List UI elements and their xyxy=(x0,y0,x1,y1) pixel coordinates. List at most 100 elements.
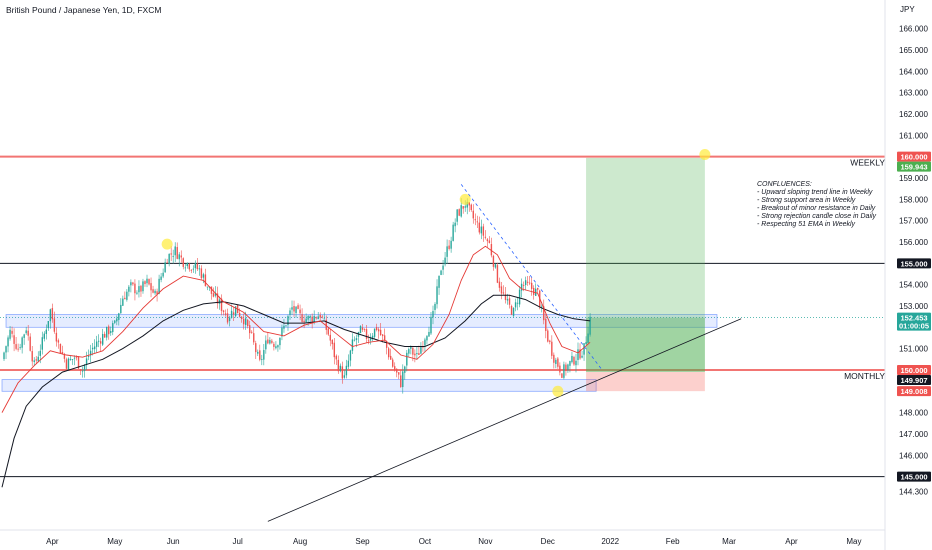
candle-body xyxy=(261,358,263,360)
candle-body xyxy=(186,263,188,267)
candle-body xyxy=(470,204,472,211)
candle-body xyxy=(95,341,98,347)
candle-body xyxy=(379,329,382,336)
candle-body xyxy=(277,345,279,348)
price-tag xyxy=(897,151,931,162)
candle-body xyxy=(297,305,299,309)
candle-body xyxy=(77,356,80,369)
candle-body xyxy=(335,355,338,360)
candle-body xyxy=(271,340,273,343)
support-zone[interactable] xyxy=(5,314,718,328)
candle-body xyxy=(124,297,126,300)
candle-body xyxy=(492,255,495,267)
candle-body xyxy=(341,366,344,379)
candle-body xyxy=(488,240,491,244)
candle-body xyxy=(532,287,535,295)
y-tick-label: 158.000 xyxy=(899,195,928,204)
candle-body xyxy=(577,349,579,361)
candle-body xyxy=(567,364,569,371)
candle-body xyxy=(301,314,303,322)
x-tick-label: Mar xyxy=(722,537,736,546)
price-axis[interactable]: 166.000 165.000 164.000 163.000 162.000 161.0… xyxy=(884,0,931,550)
rising-trendline[interactable] xyxy=(267,318,742,522)
candle-body xyxy=(474,219,476,221)
support-zones xyxy=(1,314,718,392)
candle-body xyxy=(563,364,565,378)
candle-body xyxy=(549,340,551,343)
candle-body xyxy=(333,342,336,358)
support-zone[interactable] xyxy=(1,379,597,392)
candle-body xyxy=(192,268,195,270)
candle-body xyxy=(420,346,422,354)
candle-body xyxy=(398,372,400,375)
candle-body xyxy=(444,257,446,265)
candle-body xyxy=(428,331,430,337)
candle-body xyxy=(176,247,178,259)
candle-body xyxy=(410,346,412,349)
x-tick-label: Apr xyxy=(46,537,59,546)
candle-body xyxy=(516,302,519,304)
y-tick-label: 166.000 xyxy=(899,25,928,34)
candle-body xyxy=(363,328,366,330)
price-tag xyxy=(897,386,931,397)
candle-body xyxy=(55,332,58,342)
time-axis[interactable]: Apr May Jun Jul Aug Sep Oct Nov Dec 2022 Feb Mar Apr… xyxy=(0,529,885,546)
candle-body xyxy=(295,306,297,314)
price-tag-label: 149.008 xyxy=(900,387,927,396)
candle-body xyxy=(377,329,380,332)
candle-body xyxy=(283,325,285,329)
candle-body xyxy=(406,352,408,366)
drawn-trendlines[interactable] xyxy=(267,184,742,522)
candle-body xyxy=(73,357,76,359)
candle-body xyxy=(87,356,90,357)
candle-body xyxy=(35,359,37,361)
candle-body xyxy=(13,335,15,344)
candle-body xyxy=(85,358,88,365)
candle-body xyxy=(317,316,319,320)
candle-body xyxy=(71,359,74,360)
price-tag xyxy=(897,364,931,375)
candle-body xyxy=(206,286,209,288)
candle-body xyxy=(114,320,116,323)
loss-zone[interactable] xyxy=(586,371,705,392)
candle-body xyxy=(190,269,193,271)
candle-body xyxy=(537,287,539,290)
candle-body xyxy=(337,359,340,372)
candle-body xyxy=(319,315,321,318)
long-position-tool[interactable] xyxy=(586,157,705,392)
candle-body xyxy=(456,209,458,222)
candle-body xyxy=(331,339,333,345)
price-tag-label: 145.000 xyxy=(900,473,927,482)
candle-body xyxy=(93,346,96,350)
candle-body xyxy=(412,347,414,355)
candle-body xyxy=(45,329,48,334)
y-tick-label: 153.000 xyxy=(899,302,928,311)
candle-body xyxy=(454,222,456,227)
confluences-note[interactable]: CONFLUENCES: - Upward sloping trend line… xyxy=(757,181,877,228)
candle-body xyxy=(255,343,257,353)
x-tick-label: Jun xyxy=(167,537,180,546)
x-tick-label: Dec xyxy=(541,537,555,546)
candle-body xyxy=(349,350,352,361)
candle-body xyxy=(81,370,84,372)
candle-body xyxy=(15,344,17,349)
candle-body xyxy=(583,343,585,355)
candle-body xyxy=(482,226,485,236)
candle-body xyxy=(51,308,54,320)
candle-body xyxy=(126,291,128,300)
candle-body xyxy=(589,316,591,335)
candle-body xyxy=(65,359,68,369)
candle-body xyxy=(75,357,78,359)
candle-body xyxy=(174,246,176,256)
candle-body xyxy=(293,306,295,312)
candle-body xyxy=(404,366,406,373)
candle-body xyxy=(47,320,50,329)
horizontal-levels: WEEKLY MONTHLY xyxy=(0,155,885,478)
candle-body xyxy=(309,316,311,318)
candle-body xyxy=(182,258,184,267)
price-tag xyxy=(897,312,931,331)
resistance-dashed-line[interactable] xyxy=(460,184,603,371)
profit-zone[interactable] xyxy=(586,157,705,372)
candle-body xyxy=(289,310,291,315)
